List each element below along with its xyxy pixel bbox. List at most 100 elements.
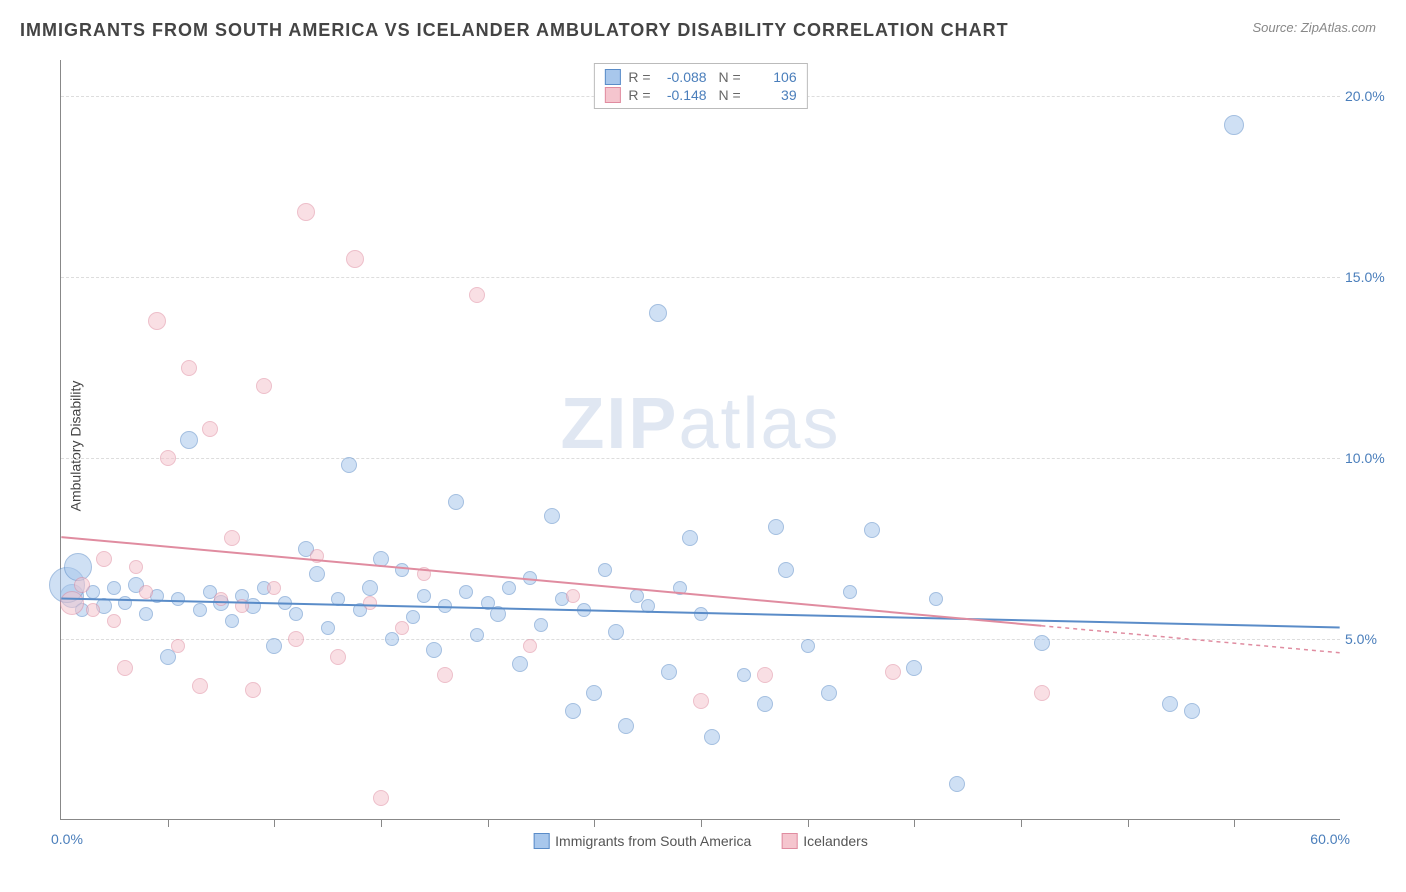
scatter-point <box>469 287 485 303</box>
legend-swatch <box>604 87 620 103</box>
scatter-point <box>512 656 528 672</box>
scatter-point <box>267 581 281 595</box>
scatter-point <box>193 603 207 617</box>
scatter-point <box>224 530 240 546</box>
scatter-point <box>438 599 452 613</box>
scatter-point <box>586 685 602 701</box>
scatter-point <box>448 494 464 510</box>
x-axis-min-label: 0.0% <box>51 831 83 847</box>
chart-title: IMMIGRANTS FROM SOUTH AMERICA VS ICELAND… <box>20 20 1009 41</box>
scatter-point <box>417 567 431 581</box>
x-tick <box>488 819 489 827</box>
scatter-point <box>266 638 282 654</box>
scatter-point <box>245 682 261 698</box>
scatter-point <box>1034 635 1050 651</box>
scatter-point <box>118 596 132 610</box>
scatter-point <box>949 776 965 792</box>
scatter-point <box>60 591 84 615</box>
scatter-point <box>565 703 581 719</box>
scatter-point <box>566 589 580 603</box>
scatter-point <box>310 549 324 563</box>
scatter-point <box>148 312 166 330</box>
scatter-point <box>288 631 304 647</box>
scatter-point <box>171 639 185 653</box>
scatter-point <box>373 551 389 567</box>
legend-swatch <box>781 833 797 849</box>
gridline <box>61 458 1340 459</box>
legend-item: Immigrants from South America <box>533 833 751 849</box>
scatter-point <box>821 685 837 701</box>
scatter-point <box>608 624 624 640</box>
scatter-point <box>181 360 197 376</box>
scatter-point <box>768 519 784 535</box>
scatter-point <box>107 581 121 595</box>
scatter-point <box>395 621 409 635</box>
scatter-point <box>437 667 453 683</box>
stat-n-value: 106 <box>749 69 797 85</box>
scatter-point <box>502 581 516 595</box>
scatter-point <box>235 599 249 613</box>
scatter-point <box>1184 703 1200 719</box>
gridline <box>61 277 1340 278</box>
scatter-point <box>544 508 560 524</box>
stat-r-value: -0.148 <box>659 87 707 103</box>
scatter-point <box>694 607 708 621</box>
legend-label: Icelanders <box>803 833 868 849</box>
stat-r-label: R = <box>628 69 650 85</box>
correlation-legend: R = -0.088 N = 106 R = -0.148 N = 39 <box>593 63 807 109</box>
scatter-point <box>641 599 655 613</box>
source-attribution: Source: ZipAtlas.com <box>1252 20 1376 35</box>
scatter-point <box>661 664 677 680</box>
scatter-point <box>459 585 473 599</box>
scatter-point <box>74 577 90 593</box>
scatter-point <box>96 551 112 567</box>
x-tick <box>594 819 595 827</box>
scatter-point <box>289 607 303 621</box>
scatter-point <box>297 203 315 221</box>
scatter-point <box>139 585 153 599</box>
scatter-point <box>373 790 389 806</box>
scatter-point <box>385 632 399 646</box>
scatter-point <box>885 664 901 680</box>
watermark: ZIPatlas <box>560 383 840 465</box>
legend-stats-row: R = -0.148 N = 39 <box>604 86 796 104</box>
series-legend: Immigrants from South America Icelanders <box>533 833 868 849</box>
scatter-point <box>225 614 239 628</box>
y-tick-label: 10.0% <box>1345 450 1400 466</box>
scatter-point <box>256 378 272 394</box>
scatter-point <box>801 639 815 653</box>
scatter-point <box>618 718 634 734</box>
stat-r-label: R = <box>628 87 650 103</box>
x-tick <box>1021 819 1022 827</box>
x-axis-max-label: 60.0% <box>1310 831 1350 847</box>
stat-n-label: N = <box>715 69 741 85</box>
scatter-point <box>171 592 185 606</box>
x-tick <box>1234 819 1235 827</box>
stat-n-value: 39 <box>749 87 797 103</box>
scatter-point <box>214 592 228 606</box>
gridline <box>61 639 1340 640</box>
stat-r-value: -0.088 <box>659 69 707 85</box>
legend-swatch <box>604 69 620 85</box>
scatter-point <box>523 571 537 585</box>
scatter-point <box>598 563 612 577</box>
scatter-point <box>180 431 198 449</box>
scatter-point <box>577 603 591 617</box>
x-tick <box>274 819 275 827</box>
chart-container: IMMIGRANTS FROM SOUTH AMERICA VS ICELAND… <box>0 0 1406 892</box>
scatter-point <box>341 457 357 473</box>
stat-n-label: N = <box>715 87 741 103</box>
scatter-point <box>906 660 922 676</box>
scatter-point <box>490 606 506 622</box>
scatter-point <box>395 563 409 577</box>
scatter-point <box>778 562 794 578</box>
x-tick <box>701 819 702 827</box>
scatter-point <box>757 696 773 712</box>
x-tick <box>1128 819 1129 827</box>
scatter-point <box>1162 696 1178 712</box>
scatter-point <box>129 560 143 574</box>
scatter-point <box>682 530 698 546</box>
scatter-point <box>757 667 773 683</box>
scatter-point <box>139 607 153 621</box>
scatter-point <box>864 522 880 538</box>
